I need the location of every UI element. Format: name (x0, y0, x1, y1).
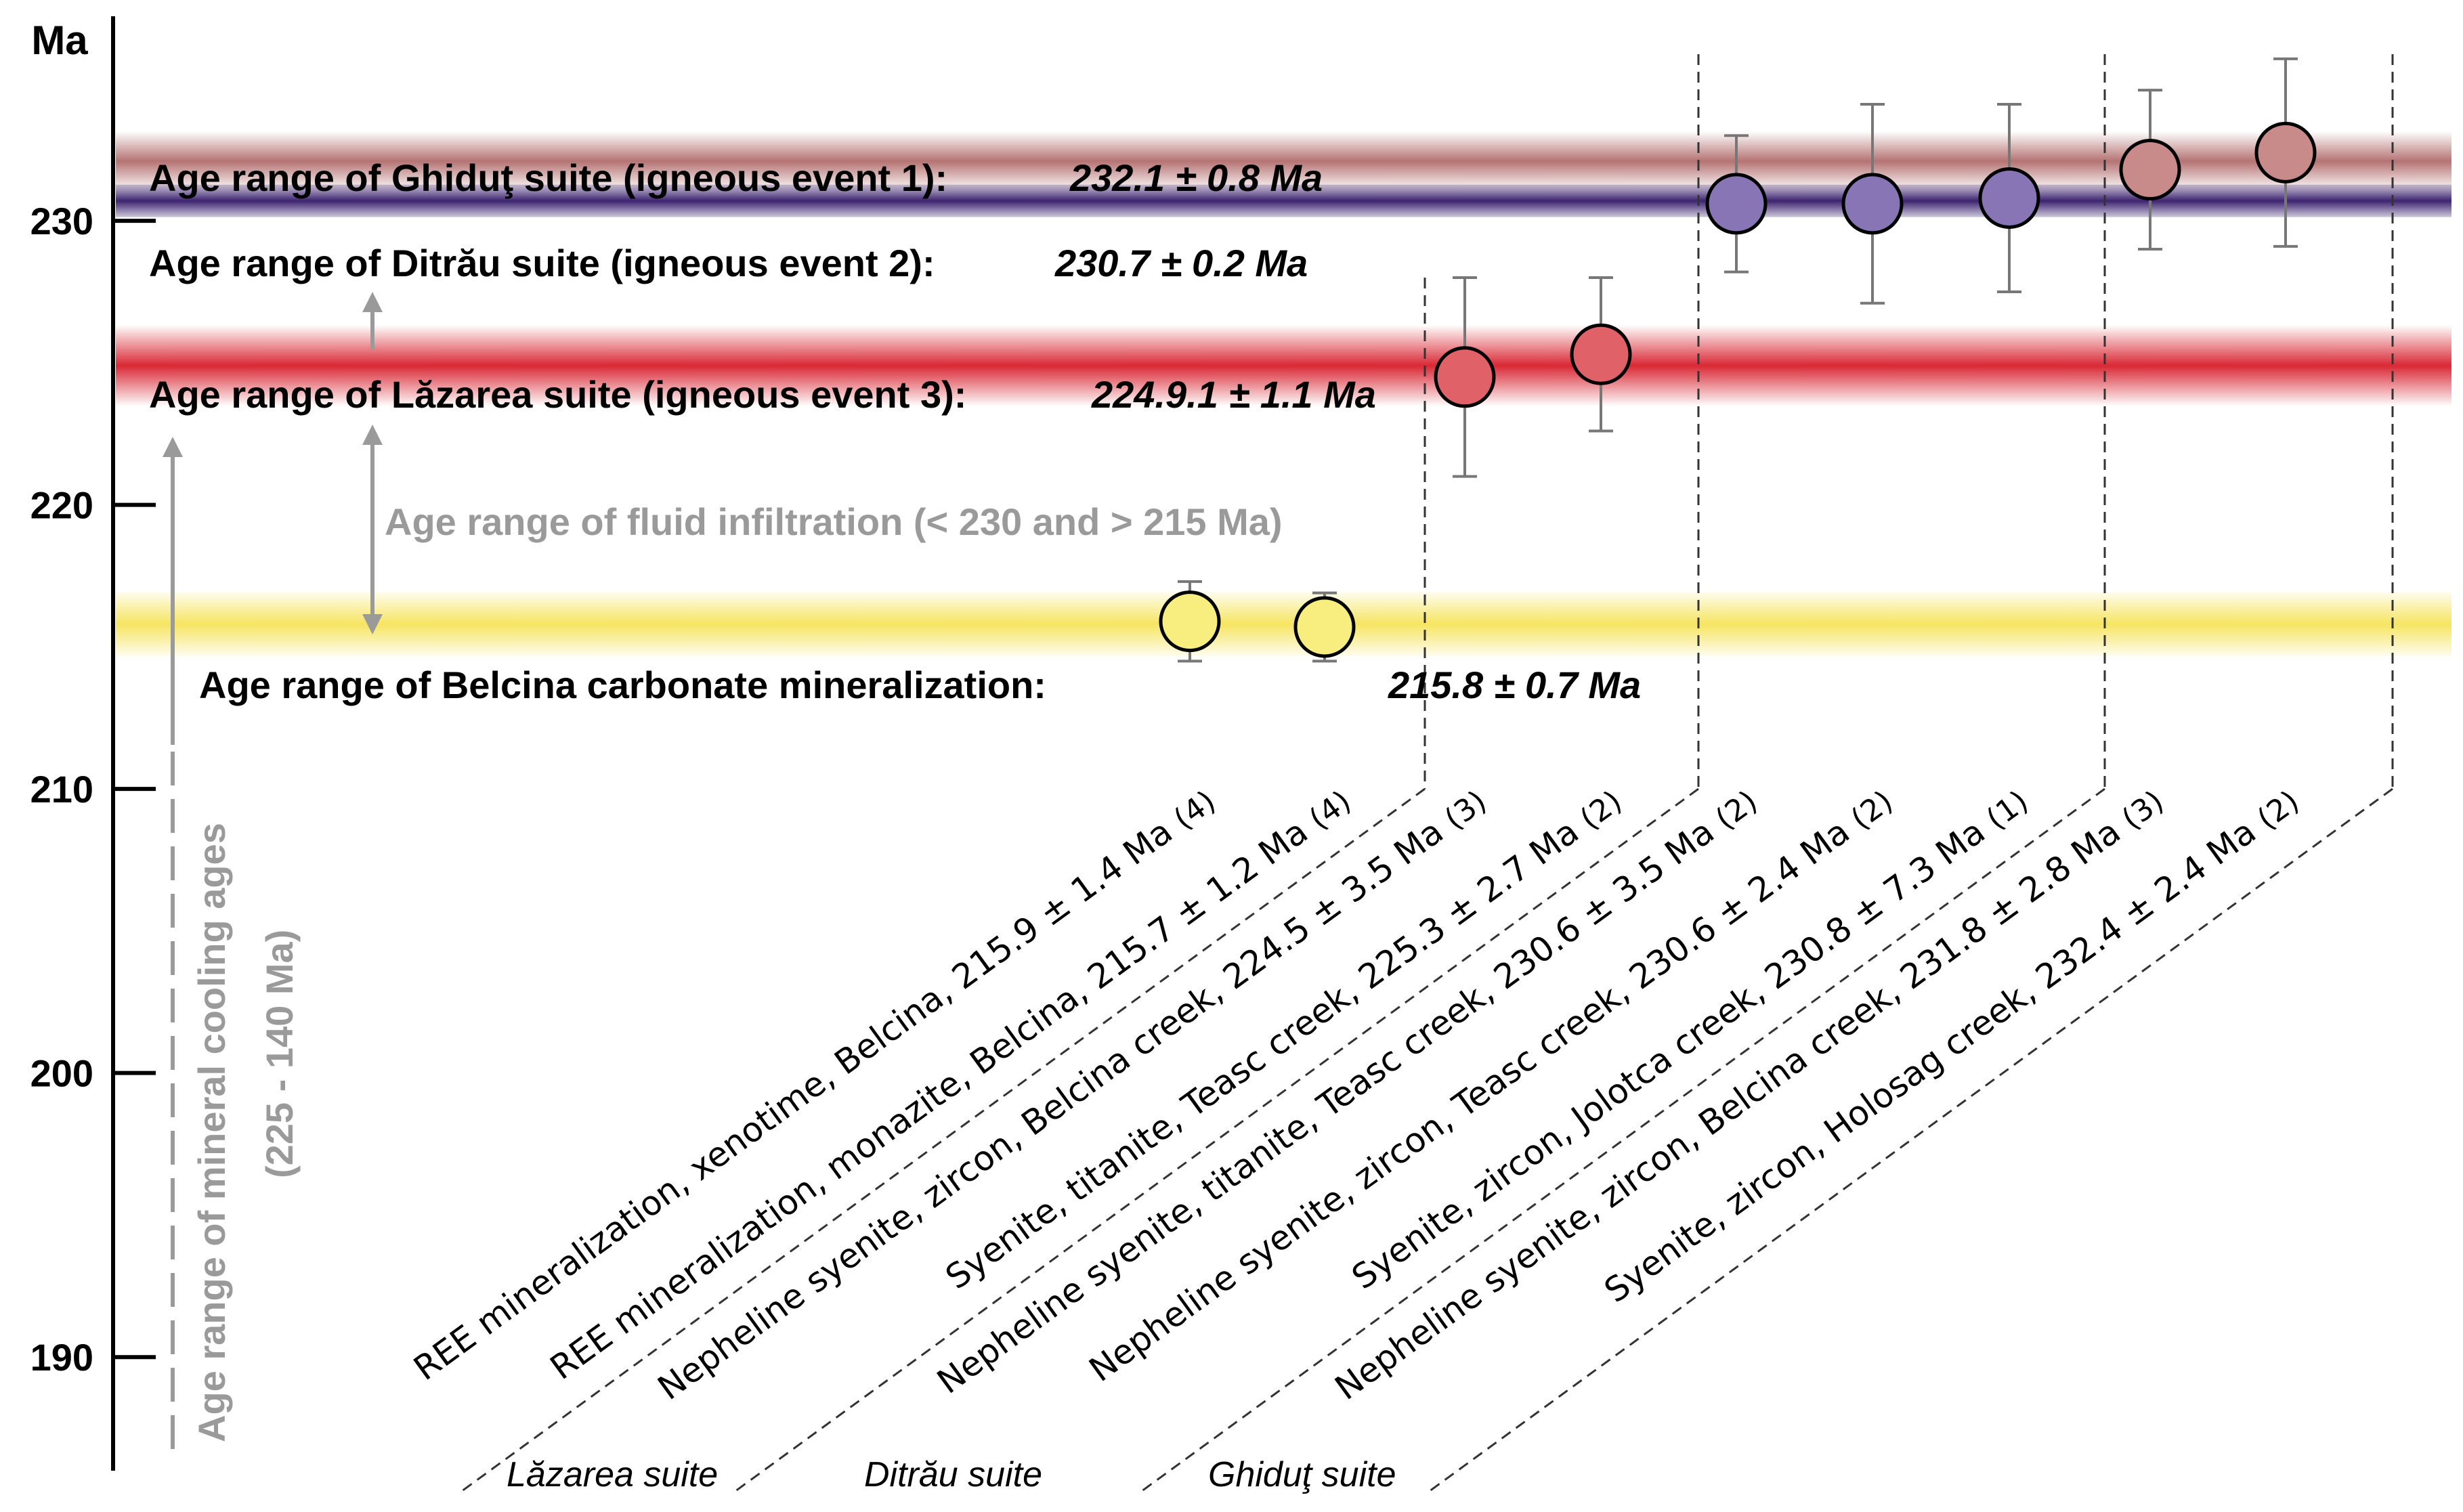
suite-divider (458, 787, 1426, 1494)
lazarea-band-label: Age range of Lăzarea suite (igneous even… (149, 373, 966, 416)
range-arrows (163, 292, 383, 1449)
sample-labels: REE mineralization, xenotime, Belcina, 2… (406, 784, 2305, 1408)
suite-divider (1138, 787, 2105, 1494)
y-tick-label: 200 (30, 1052, 93, 1095)
ghidut-band-value: 232.1 ± 0.8 Ma (1069, 156, 1323, 199)
data-point (2254, 57, 2317, 248)
lazarea-band-value: 224.9.1 ± 1.1 Ma (1091, 373, 1376, 416)
y-tick-label: 230 (30, 200, 93, 242)
suite-label-ghidut: Ghiduţ suite (1208, 1455, 1396, 1494)
point-marker (1705, 173, 1768, 235)
y-axis: 190 200 210 220 230 Ma (30, 16, 156, 1471)
data-point (1841, 103, 1904, 305)
data-point (1705, 134, 1768, 274)
data-point (2119, 89, 2181, 251)
ditrau-band-label: Age range of Ditrău suite (igneous event… (149, 242, 935, 284)
fluid-infiltration-label: Age range of fluid infiltration (< 230 a… (385, 500, 1283, 543)
point-marker (2254, 121, 2317, 183)
y-tick-label: 190 (30, 1336, 93, 1379)
cooling-ages-range-label: (225 - 140 Ma) (258, 930, 301, 1178)
data-point (1570, 276, 1632, 433)
point-marker (1434, 346, 1496, 408)
suite-divider-lines (458, 54, 2394, 1494)
suite-label-ditrau: Ditrău suite (864, 1455, 1042, 1494)
age-bands (116, 131, 2451, 657)
ditrau-band-value: 230.7 ± 0.2 Ma (1054, 242, 1308, 284)
y-axis-unit: Ma (31, 18, 88, 63)
belcina-band-value: 215.8 ± 0.7 Ma (1388, 664, 1641, 706)
ghidut-band-label: Age range of Ghiduţ suite (igneous event… (149, 156, 947, 199)
point-marker (1978, 167, 2040, 229)
point-marker (1293, 596, 1356, 658)
point-marker (1841, 173, 1904, 235)
data-points (1159, 57, 2317, 663)
ghidut-band (116, 131, 2451, 191)
data-point (1159, 580, 1221, 663)
ditrau-band (116, 184, 2451, 217)
data-point (1434, 276, 1496, 478)
point-marker (1570, 323, 1632, 385)
y-tick-label: 210 (30, 768, 93, 811)
data-point (1978, 103, 2040, 293)
lazarea-band (116, 325, 2451, 407)
suite-divider (1426, 787, 2393, 1494)
suite-label-lazarea: Lăzarea suite (507, 1455, 718, 1494)
point-marker (2119, 139, 2181, 201)
y-tick-label: 220 (30, 484, 93, 527)
belcina-band (116, 592, 2451, 657)
suite-divider (732, 787, 1699, 1494)
cooling-ages-label: Age range of mineral cooling ages (190, 823, 233, 1442)
data-point (1293, 591, 1356, 663)
belcina-band-label: Age range of Belcina carbonate mineraliz… (199, 664, 1046, 706)
point-marker (1159, 590, 1221, 653)
